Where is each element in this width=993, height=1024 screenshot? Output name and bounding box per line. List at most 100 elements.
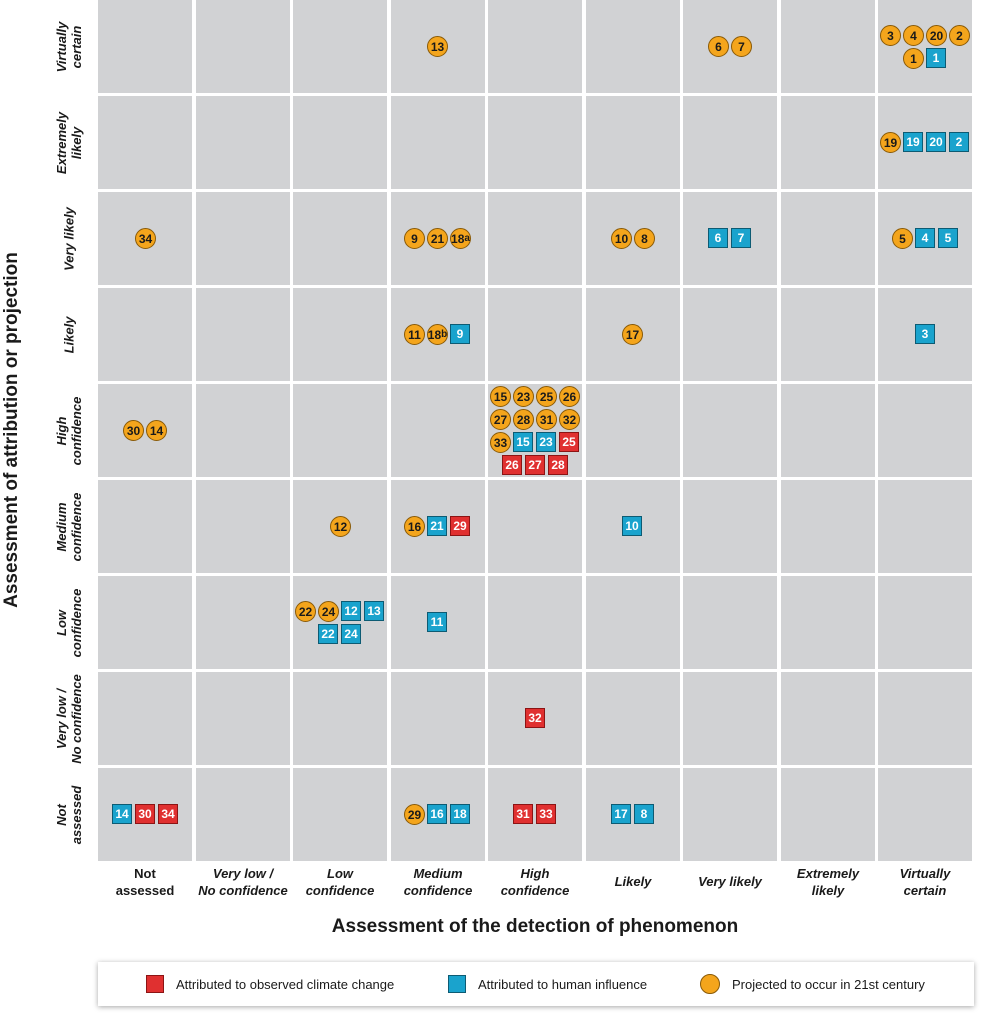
- legend-item-observed: Attributed to observed climate change: [146, 974, 394, 994]
- projected-marker: 19: [880, 132, 901, 153]
- human-influence-marker: 15: [513, 432, 533, 452]
- human-influence-marker: 1: [926, 48, 946, 68]
- projected-marker: 18 b: [427, 324, 448, 345]
- projected-marker: 7: [731, 36, 752, 57]
- grid-cell: [781, 672, 875, 765]
- grid-cell: [293, 96, 387, 189]
- row-label-very-low-no-confidence: Very low / No confidence: [54, 674, 84, 764]
- projected-marker: 3: [880, 25, 901, 46]
- human-influence-marker: 3: [915, 324, 935, 344]
- projected-marker: 15: [490, 386, 511, 407]
- grid-cell: [586, 384, 680, 477]
- projected-marker: 32: [559, 409, 580, 430]
- legend-item-projected: Projected to occur in 21st century: [700, 974, 925, 994]
- grid-cell: [293, 192, 387, 285]
- projected-marker: 33: [490, 432, 511, 453]
- grid-cell: [781, 0, 875, 93]
- human-influence-marker: 2: [949, 132, 969, 152]
- observed-change-marker: 30: [135, 804, 155, 824]
- column-label-very-low-no-confidence: Very low / No confidence: [198, 866, 288, 898]
- grid-cell: [488, 192, 582, 285]
- grid-cell: [196, 768, 290, 861]
- grid-cell: [878, 576, 972, 669]
- grid-cell: [196, 0, 290, 93]
- legend-label-human: Attributed to human influence: [478, 976, 648, 992]
- human-influence-marker: 11: [427, 612, 447, 632]
- column-label-medium-confidence: Medium confidence: [403, 866, 473, 898]
- legend-label-observed: Attributed to observed climate change: [176, 976, 395, 992]
- projected-marker: 2: [949, 25, 970, 46]
- observed-change-marker: 32: [525, 708, 545, 728]
- projected-marker: 10: [611, 228, 632, 249]
- grid-cell: [878, 768, 972, 861]
- grid-cell: [391, 384, 485, 477]
- legend-label-projected: Projected to occur in 21st century: [732, 976, 925, 992]
- grid-cell: [293, 768, 387, 861]
- human-influence-marker: 16: [427, 804, 447, 824]
- legend-item-human: Attributed to human influence: [448, 974, 647, 994]
- human-influence-marker: 4: [915, 228, 935, 248]
- grid-cell: [391, 672, 485, 765]
- grid-cell: [683, 480, 777, 573]
- legend-swatch-human: [448, 975, 466, 993]
- observed-change-marker: 33: [536, 804, 556, 824]
- projected-marker: 26: [559, 386, 580, 407]
- legend-swatch-observed: [146, 975, 164, 993]
- grid-cell: [878, 384, 972, 477]
- projected-marker: 22: [295, 601, 316, 622]
- grid-cell: [878, 0, 972, 93]
- grid-cell: [98, 480, 192, 573]
- projected-marker: 21: [427, 228, 448, 249]
- grid-cell: [781, 480, 875, 573]
- grid-cell: [98, 0, 192, 93]
- projected-marker: 27: [490, 409, 511, 430]
- projected-marker: 28: [513, 409, 534, 430]
- grid-cell: [196, 576, 290, 669]
- projected-marker: 18 a: [450, 228, 471, 249]
- row-label-medium-confidence: Medium confidence: [54, 492, 84, 562]
- grid-cell: [488, 288, 582, 381]
- grid-cell: [293, 384, 387, 477]
- human-influence-marker: 22: [318, 624, 338, 644]
- grid-cell: [683, 288, 777, 381]
- row-label-low-confidence: Low confidence: [54, 588, 84, 658]
- projected-marker: 31: [536, 409, 557, 430]
- row-label-not-assessed: Not assessed: [54, 785, 84, 845]
- row-label-very-likely: Very likely: [61, 207, 77, 271]
- human-influence-marker: 9: [450, 324, 470, 344]
- grid-cell: [586, 192, 680, 285]
- grid-cell: [683, 672, 777, 765]
- grid-cell: [293, 0, 387, 93]
- x-axis-title: Assessment of the detection of phenomeno…: [331, 916, 739, 937]
- grid-cell: [98, 672, 192, 765]
- grid-cell: [488, 576, 582, 669]
- grid-cell: [488, 768, 582, 861]
- grid-cell: [196, 96, 290, 189]
- y-axis-title: Assessment of attribution or projection: [1, 252, 22, 608]
- grid-cell: [781, 192, 875, 285]
- observed-change-marker: 34: [158, 804, 178, 824]
- grid-cell: [586, 672, 680, 765]
- projected-marker: 30: [123, 420, 144, 441]
- observed-change-marker: 26: [502, 455, 522, 475]
- legend-swatch-projected: [700, 974, 720, 994]
- column-label-extremely-likely: Extremely likely: [796, 866, 860, 898]
- projected-marker: 13: [427, 36, 448, 57]
- projected-marker: 34: [135, 228, 156, 249]
- grid-cell: [781, 288, 875, 381]
- human-influence-marker: 7: [731, 228, 751, 248]
- human-influence-marker: 21: [427, 516, 447, 536]
- human-influence-marker: 14: [112, 804, 132, 824]
- human-influence-marker: 8: [634, 804, 654, 824]
- observed-change-marker: 25: [559, 432, 579, 452]
- grid-cell: [98, 576, 192, 669]
- grid-cell: [683, 768, 777, 861]
- grid-cell: [683, 192, 777, 285]
- grid-cell: [586, 576, 680, 669]
- grid-cell: [98, 96, 192, 189]
- observed-change-marker: 31: [513, 804, 533, 824]
- projected-marker: 14: [146, 420, 167, 441]
- projected-marker: 29: [404, 804, 425, 825]
- human-influence-marker: 18: [450, 804, 470, 824]
